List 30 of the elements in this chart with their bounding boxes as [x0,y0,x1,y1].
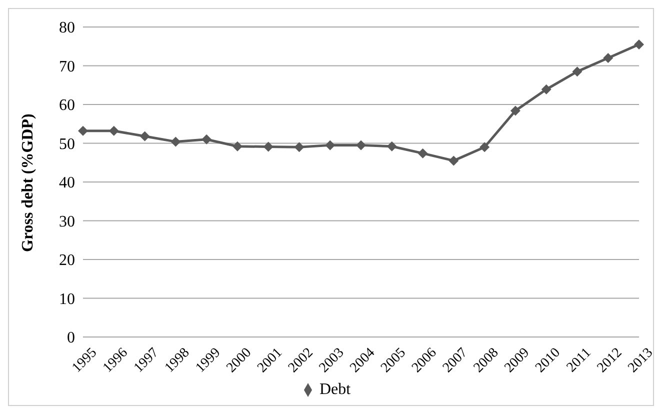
y-tick-label: 70 [59,58,75,76]
point [263,142,274,152]
point [448,156,459,166]
point [418,148,428,158]
point [356,140,366,150]
point [541,84,552,94]
point [232,141,242,152]
y-tick-label: 80 [59,20,75,37]
point [603,53,614,63]
point [634,39,644,50]
y-axis-title: Gross debt (%GDP) [20,114,37,252]
point [572,66,582,77]
point [386,141,397,152]
y-tick-label: 0 [67,330,75,347]
y-tick-label: 10 [59,290,75,308]
legend-label: Debt [319,381,351,398]
point [140,131,150,142]
point [480,142,490,152]
y-tick-label: 60 [59,97,75,114]
y-tick-label: 40 [59,174,75,192]
point [510,106,520,116]
y-tick-label: 30 [59,213,75,230]
point [170,136,181,147]
point [78,126,88,136]
y-tick-label: 20 [59,252,75,270]
point [294,142,304,152]
y-tick-label: 50 [59,136,75,153]
point [202,134,212,144]
point [108,126,119,136]
point [325,140,336,150]
